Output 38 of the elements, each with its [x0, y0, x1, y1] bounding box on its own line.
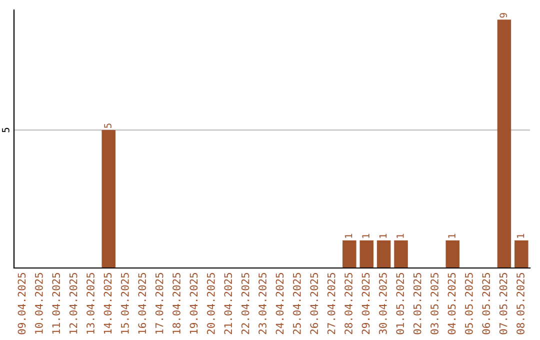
x-tick-label: 01.05.2025 — [396, 273, 404, 334]
x-tick-label: 23.04.2025 — [258, 273, 266, 334]
x-tick-label: 29.04.2025 — [362, 273, 370, 334]
x-tick-label: 06.05.2025 — [482, 273, 490, 334]
data-label: 5 — [104, 124, 112, 128]
data-label: 1 — [362, 234, 370, 238]
x-tick-label: 30.04.2025 — [378, 273, 387, 334]
x-tick-label: 18.04.2025 — [172, 273, 180, 334]
x-tick-label: 08.05.2025 — [516, 273, 524, 334]
x-tick-label: 10.04.2025 — [34, 273, 43, 334]
data-label: 1 — [345, 234, 352, 238]
x-tick-label: 12.04.2025 — [69, 273, 78, 334]
x-tick-label: 26.04.2025 — [310, 273, 318, 334]
x-tick-label: 02.05.2025 — [413, 273, 422, 334]
x-tick-label: 19.04.2025 — [190, 273, 198, 334]
x-tick-label: 22.04.2025 — [241, 273, 250, 334]
x-tick-label: 27.04.2025 — [327, 273, 336, 334]
x-tick-label: 16.04.2025 — [138, 273, 146, 334]
x-tick-label: 15.04.2025 — [120, 273, 129, 334]
x-tick-label: 09.04.2025 — [18, 273, 26, 334]
x-tick-label: 03.05.2025 — [430, 273, 438, 334]
data-label: 9 — [500, 13, 508, 18]
x-tick-label: 20.04.2025 — [206, 273, 215, 334]
x-tick-label: 13.04.2025 — [86, 273, 94, 334]
x-tick-label: 21.04.2025 — [224, 273, 232, 334]
x-tick-label: 14.04.2025 — [104, 273, 112, 334]
data-label: 1 — [448, 234, 456, 238]
data-label: 1 — [517, 234, 524, 238]
x-tick-label: 11.04.2025 — [52, 273, 60, 334]
data-label: 1 — [379, 234, 387, 238]
x-tick-label: 07.05.2025 — [499, 273, 508, 334]
x-tick-label: 05.05.2025 — [464, 273, 473, 334]
x-tick-label: 04.05.2025 — [448, 273, 456, 334]
data-label: 1 — [396, 234, 404, 238]
x-tick-label: 28.04.2025 — [344, 273, 352, 334]
x-tick-label: 17.04.2025 — [155, 273, 164, 334]
x-tick-label: 24.04.2025 — [276, 273, 284, 334]
x-tick-label: 25.04.2025 — [292, 273, 301, 334]
